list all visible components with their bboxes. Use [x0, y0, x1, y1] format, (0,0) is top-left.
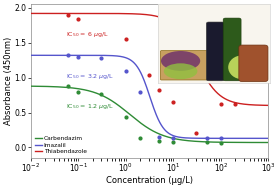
- Text: IC$_{50}$ = 6 $\mu$g/L: IC$_{50}$ = 6 $\mu$g/L: [66, 30, 109, 39]
- Legend: Carbendazim, Imazalil, Thiabendazole: Carbendazim, Imazalil, Thiabendazole: [34, 135, 88, 155]
- FancyBboxPatch shape: [223, 18, 241, 81]
- Ellipse shape: [161, 51, 200, 71]
- FancyBboxPatch shape: [160, 51, 207, 80]
- FancyBboxPatch shape: [206, 22, 224, 81]
- Y-axis label: Absorbance (450nm): Absorbance (450nm): [4, 37, 13, 125]
- Ellipse shape: [164, 63, 197, 79]
- Text: IC$_{50}$ = 3.2 $\mu$g/L: IC$_{50}$ = 3.2 $\mu$g/L: [66, 72, 114, 81]
- Text: IC$_{50}$ = 1.2 $\mu$g/L: IC$_{50}$ = 1.2 $\mu$g/L: [66, 102, 114, 111]
- Ellipse shape: [228, 55, 256, 79]
- X-axis label: Concentration (μg/L): Concentration (μg/L): [106, 176, 193, 185]
- FancyBboxPatch shape: [239, 45, 268, 82]
